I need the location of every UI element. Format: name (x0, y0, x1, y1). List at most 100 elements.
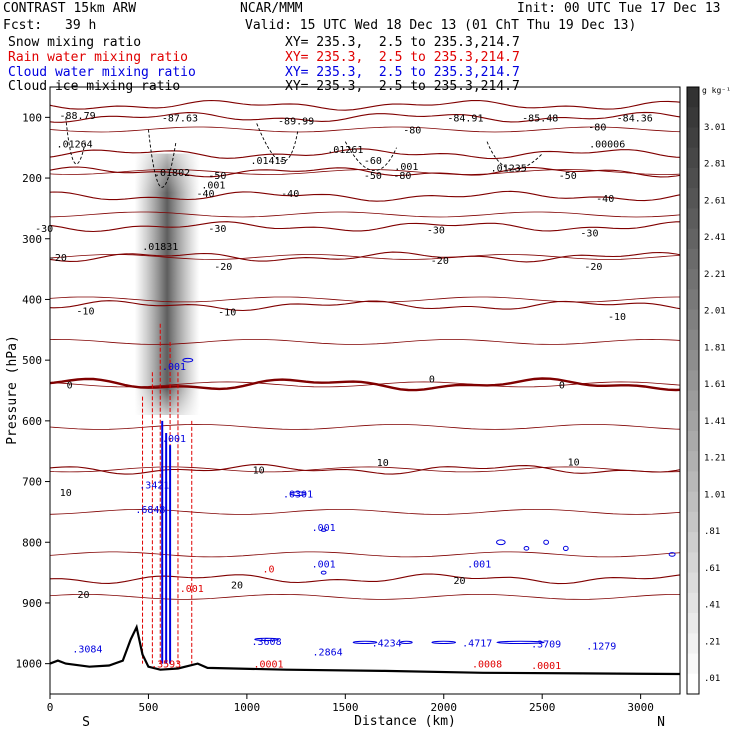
colorbar-label: 2.01 (704, 307, 726, 317)
extremum-label: -84.36 (617, 113, 653, 124)
cloud-water-contour (320, 528, 327, 532)
isotherm-label: -10 (76, 306, 94, 317)
isotherm-label: 10 (568, 458, 580, 469)
cloud-water-contour (668, 552, 676, 557)
y-tick-label: 800 (22, 536, 42, 549)
field-name-cloud-water: Cloud water mixing ratio (8, 65, 196, 80)
terrain-profile (50, 623, 680, 676)
colorbar-label: .21 (704, 637, 720, 647)
cloud-water-contour (431, 640, 457, 644)
extremum-label: .001 (312, 523, 336, 534)
y-tick-label: 300 (22, 233, 42, 246)
y-tick-label: 900 (22, 597, 42, 610)
colorbar-swatch (687, 511, 699, 533)
cloud-water-contour (352, 640, 378, 644)
y-tick-label: 400 (22, 293, 42, 306)
isotherm-label: -10 (218, 308, 236, 319)
isotherm-minor (50, 551, 680, 558)
isotherm-10 (50, 463, 680, 475)
extremum-label: .01261 (327, 145, 363, 156)
y-tick-label: 600 (22, 415, 42, 428)
isotherm-minor (50, 169, 680, 175)
colorbar: g kg⁻¹ 3.01 2.81 2.61 2.41 2.21 2.01 1.81 1.61 1.… (686, 86, 731, 695)
extremum-label: .001 (312, 559, 336, 570)
isotherm-label: -50 (364, 171, 382, 182)
extremum-label: .001 (162, 434, 186, 445)
isotherm-minor (50, 593, 680, 600)
isotherm-label: -40 (197, 189, 215, 200)
valid-time: Valid: 15 UTC Wed 18 Dec 13 (01 ChT Thu … (245, 18, 637, 33)
colorbar-frame (686, 86, 700, 695)
snow-contour (147, 129, 177, 188)
colorbar-swatch (687, 430, 699, 452)
isotherm-label: 20 (231, 581, 243, 592)
extremum-label: .01802 (154, 168, 190, 179)
isotherm-label: 10 (60, 488, 72, 499)
extremum-label: .00006 (589, 139, 625, 150)
extremum-label: .4717 (462, 638, 492, 649)
colorbar-label: 1.61 (704, 380, 726, 390)
extremum-label: -88.79 (60, 111, 96, 122)
isotherm-label: 0 (559, 380, 565, 391)
colorbar-swatch (687, 350, 699, 371)
colorbar-swatch (687, 491, 699, 513)
extremum-label: .01831 (142, 242, 178, 253)
isotherm-label: -60 (364, 156, 382, 167)
colorbar-label: 1.81 (704, 343, 726, 353)
colorbar-swatch (687, 107, 699, 128)
cloud-water-contour (496, 640, 545, 644)
extremum-label: .01264 (57, 139, 93, 150)
colorbar-swatch (687, 451, 699, 472)
colorbar-swatch (687, 613, 699, 634)
cloud-water-contour (320, 570, 327, 575)
colorbar-swatch (687, 167, 699, 189)
y-tick-label: 700 (22, 476, 42, 489)
colorbar-swatch (687, 309, 699, 331)
cloud-water-contour (562, 545, 569, 551)
extremum-label: .01415 (250, 156, 286, 167)
colorbar-swatch (687, 87, 699, 108)
isotherm-label: -80 (403, 125, 421, 136)
colorbar-label: 3.01 (704, 123, 726, 133)
cloud-water-contour (496, 539, 506, 546)
isotherm-label: -50 (208, 171, 226, 182)
cloud-water-contour (399, 640, 413, 644)
extremum-label: .4234 (372, 638, 402, 649)
colorbar-swatch (687, 633, 699, 655)
colorbar-swatch (687, 572, 699, 594)
colorbar-swatch (687, 208, 699, 230)
colorbar-label: 2.41 (704, 233, 726, 243)
isotherm-label: -40 (596, 194, 614, 205)
isotherm-minor (50, 423, 680, 430)
colorbar-label: 1.01 (704, 490, 726, 500)
extremum-label: .01235 (491, 164, 527, 175)
isotherm-minor (50, 211, 680, 218)
init-time: Init: 00 UTC Tue 17 Dec 13 (517, 1, 721, 16)
colorbar-swatch (687, 188, 699, 209)
extremum-label: .3593 (151, 660, 181, 671)
x-tick-label: 500 (139, 701, 159, 714)
isotherm-label: -50 (559, 171, 577, 182)
org-label: NCAR/MMM (240, 1, 303, 16)
isotherm-label: -30 (35, 224, 53, 235)
extremum-label: -87.63 (162, 113, 198, 124)
x-tick-label: 3000 (627, 701, 654, 714)
colorbar-label: .61 (704, 564, 720, 574)
colorbar-label: .01 (704, 674, 720, 684)
x-tick-label: 1000 (234, 701, 261, 714)
colorbar-swatch (687, 410, 699, 432)
y-axis-label: Pressure (hPa) (5, 335, 20, 445)
isotherm-label: -20 (584, 262, 602, 273)
isotherm--70 (50, 111, 680, 123)
snow-contour (486, 141, 543, 170)
x-end-label-left: S (82, 715, 90, 730)
x-tick-label: 2000 (431, 701, 458, 714)
fcst-label: Fcst: (3, 18, 43, 33)
y-tick-label: 500 (22, 354, 42, 367)
isotherm-minor (50, 254, 680, 260)
isotherm-label: -30 (208, 224, 226, 235)
isotherm-label: 10 (253, 465, 265, 476)
isotherm--40 (50, 190, 680, 202)
extremum-label: .3421 (139, 481, 169, 492)
colorbar-label: 1.21 (704, 454, 726, 464)
